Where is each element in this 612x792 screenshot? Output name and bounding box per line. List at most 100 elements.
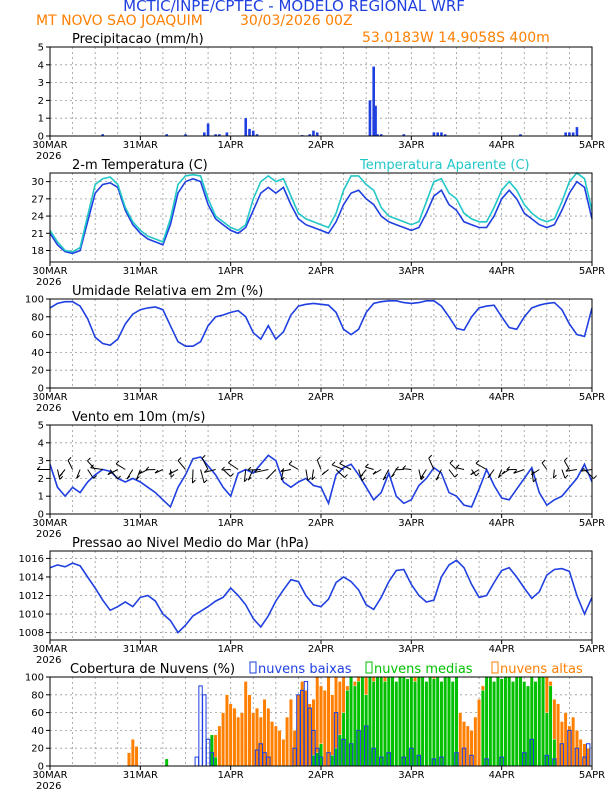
y-tick-label: 20 [31,366,44,377]
cloud-bar-nuvens-medias [398,676,402,767]
y-tick-label: 4 [38,60,44,71]
chart-title: 2-m Temperatura (C) [72,158,208,173]
wind-arrow-head [67,457,72,461]
x-tick-label: 5APR [579,392,605,403]
precip-bar [184,134,187,136]
chart-title: Umidade Relativa em 2m (%) [72,284,263,299]
cloud-bar-nuvens-altas [582,743,587,767]
cloud-bar-nuvens-medias [401,676,406,767]
cloud-bar-nuvens-medias [416,676,421,767]
wind-arrow [107,469,118,476]
wind-arrow-head [541,459,546,464]
wind-arrow-head [331,461,336,466]
wind-arrow [305,469,309,481]
wind-arrow-head [563,457,568,462]
cloud-bar-nuvens-medias [522,681,527,767]
wind-arrow [228,462,239,470]
y-tick-label: 27 [31,194,44,205]
y-tick-label: 5 [38,421,44,432]
wind-arrow-head [580,467,585,472]
wind-arrow [449,462,457,470]
wind-arrow [254,469,269,473]
precip-bar [165,134,168,136]
wind-arrow-head [107,471,112,475]
wind-arrow-head [359,474,364,478]
y-tick-label: 40 [31,726,44,737]
precip-bar [101,134,104,136]
cloud-bar-nuvens-altas [288,699,293,767]
cloud-bar-nuvens-medias [428,676,433,767]
y-tick-label: 3 [38,78,44,89]
precip-bar [376,134,379,136]
x-tick-label: 3APR [398,518,424,529]
wind-arrow [280,469,291,472]
wind-arrow-head [361,477,366,481]
x-tick-label: 4APR [489,266,515,277]
wind-arrow-head [228,459,232,464]
cloud-bar-nuvens-medias [319,743,323,767]
cloud-bar-nuvens-medias [375,676,380,767]
wind-arrow-head [565,467,570,472]
cloud-bar-nuvens-altas [300,681,305,767]
wind-arrow-head [221,466,225,471]
cloud-bar-nuvens-altas [130,739,135,767]
y-tick-label: 1 [38,114,44,125]
cloud-bar-nuvens-medias [496,676,500,767]
series-line-blue [49,177,593,255]
wind-arrow-head [126,475,131,480]
x-tick-label: 4APR [489,770,515,781]
x-tick-label: 1APR [218,266,244,277]
cloud-bar-nuvens-altas [273,725,278,767]
wind-arrow-head [115,460,120,465]
x-tick-label: 30MAR [32,518,67,529]
cloud-bar-nuvens-altas [281,739,286,767]
wind-arrow [456,467,465,470]
header-coords: 53.0183W 14.9058S 400m [362,30,550,46]
y-tick-label: 5 [38,43,44,54]
precip-bar [368,100,372,136]
cloud-bar-nuvens-altas [465,725,470,767]
cloud-bar-nuvens-altas [296,694,301,767]
wind-arrow [90,467,103,470]
wind-arrow-head [391,473,395,478]
wind-arrow [382,469,390,481]
cloud-bar-nuvens-altas [469,730,474,767]
cloud-bar-nuvens-medias [435,676,440,767]
y-tick-label: 1008 [19,628,44,639]
legend-label: Temperatura Aparente (C) [359,158,530,173]
legend-swatch [249,661,257,674]
x-tick-label: 4APR [489,644,515,655]
cloud-bar-nuvens-medias [529,676,534,767]
wind-arrow-head [475,460,480,464]
x-tick-label: 2APR [308,644,334,655]
wind-arrow-head [93,475,97,479]
cloud-bar-nuvens-altas [458,712,463,767]
x-tick-label: 1APR [218,140,244,151]
wind-arrow [561,469,566,479]
cloud-bar-nuvens-medias [315,752,320,767]
precip-bar [432,132,436,136]
cloud-bar-nuvens-medias [503,676,508,767]
wind-arrow [222,469,231,477]
wind-arrow-head [365,463,369,468]
wind-arrow [428,457,435,470]
cloud-bar-nuvens-altas [225,694,229,767]
cloud-bar-nuvens-medias [447,676,451,767]
chart-title: Pressao ao Nivel Medio do Mar (hPa) [72,536,309,551]
wind-arrow [435,469,442,481]
y-tick-label: 3 [38,456,44,467]
y-tick-label: 1016 [19,554,44,565]
cloud-bar-nuvens-altas [285,716,290,767]
precip-bar [575,127,579,136]
cloud-bar-nuvens-medias [526,685,530,767]
y-tick-label: 0 [38,510,44,521]
wind-arrow-head [455,464,460,469]
y-tick-label: 1014 [19,572,44,583]
wind-arrow [316,459,322,470]
wind-arrow-head [145,466,150,471]
precipitation-panel: 0 1 2 3 4 5 30MAR 31MAR 1APR 2APR 3APR 4APR 5APR 2026… [32,32,605,162]
cloud-bar-nuvens-medias [409,676,414,767]
wind-arrow-head [280,476,285,481]
wind-arrow [531,469,534,482]
precip-bar [402,134,406,136]
